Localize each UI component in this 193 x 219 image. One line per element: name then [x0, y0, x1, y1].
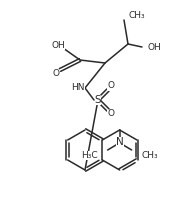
- Text: S: S: [95, 95, 101, 105]
- Text: CH₃: CH₃: [129, 12, 146, 21]
- Text: O: O: [108, 110, 114, 118]
- Text: N: N: [116, 137, 124, 147]
- Text: O: O: [52, 69, 59, 78]
- Text: H₃C: H₃C: [81, 150, 98, 159]
- Text: O: O: [108, 81, 114, 90]
- Text: OH: OH: [51, 41, 65, 49]
- Text: OH: OH: [148, 42, 162, 51]
- Text: CH₃: CH₃: [142, 150, 158, 159]
- Text: HN: HN: [71, 83, 85, 92]
